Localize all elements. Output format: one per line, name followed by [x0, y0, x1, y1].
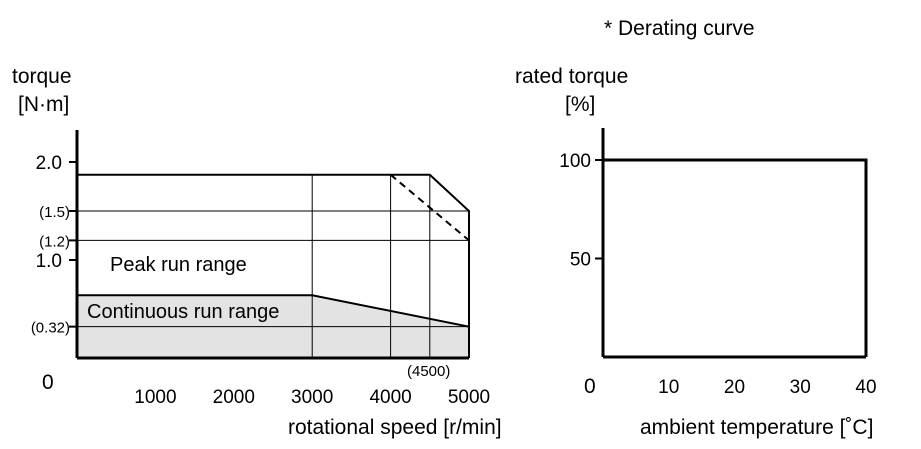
torque-tick-label: (1.5) — [39, 204, 70, 221]
peak-run-curve — [77, 173, 470, 358]
torque-axis-label: torque — [12, 65, 72, 88]
rated-torque-tick-label: 50 — [570, 250, 591, 271]
rated-torque-ticks: 100 50 — [559, 151, 603, 271]
temperature-tick-label: 30 — [790, 377, 811, 398]
speed-4500-annotation: (4500) — [407, 363, 450, 380]
temperature-tick-label: 40 — [855, 377, 876, 398]
rated-torque-unit-label: [%] — [565, 93, 595, 116]
vertical-gridlines — [311, 174, 431, 358]
temperature-ticks: 10 20 30 40 — [658, 377, 876, 398]
torque-tick-label: 2.0 — [36, 153, 62, 174]
speed-tick-label: 3000 — [291, 387, 333, 408]
speed-tick-label: 2000 — [213, 387, 255, 408]
peak-run-range-label: Peak run range — [110, 254, 247, 276]
rated-torque-axis-label: rated torque — [515, 65, 628, 88]
temperature-tick-label: 20 — [724, 377, 745, 398]
continuous-run-curve — [77, 294, 470, 358]
speed-ticks: 1000 2000 3000 4000 5000 — [134, 387, 490, 408]
torque-tick-label: (0.32) — [31, 320, 70, 337]
speed-origin-label: 0 — [42, 371, 54, 394]
torque-tick-label: 1.0 — [36, 251, 62, 272]
temperature-tick-label: 10 — [658, 377, 679, 398]
torque-unit-label: [N·m] — [18, 93, 69, 116]
speed-tick-label: 1000 — [134, 387, 176, 408]
torque-ticks: 2.0 1.0 (1.5) (1.2) (0.32) — [31, 153, 77, 337]
temperature-axis-label: ambient temperature [˚C] — [640, 416, 873, 439]
speed-tick-label: 5000 — [448, 387, 490, 408]
torque-tick-label: (1.2) — [39, 233, 70, 250]
derated-peak-curve — [389, 173, 470, 242]
speed-tick-label: 4000 — [369, 387, 411, 408]
speed-axis-label: rotational speed [r/min] — [288, 416, 502, 439]
continuous-run-range-label: Continuous run range — [87, 301, 279, 323]
torque-speed-chart: torque [N·m] 2.0 1.0 (1.5) (1.2) (0.32) 1000… — [12, 65, 502, 439]
temperature-origin-label: 0 — [584, 375, 596, 398]
derating-note: * Derating curve — [604, 17, 755, 40]
rated-torque-tick-label: 100 — [559, 151, 591, 172]
derating-chart: rated torque [%] 100 50 10 20 30 40 0 ambien… — [515, 65, 877, 439]
horizontal-gridlines — [77, 210, 469, 328]
derating-curve — [603, 158, 868, 357]
